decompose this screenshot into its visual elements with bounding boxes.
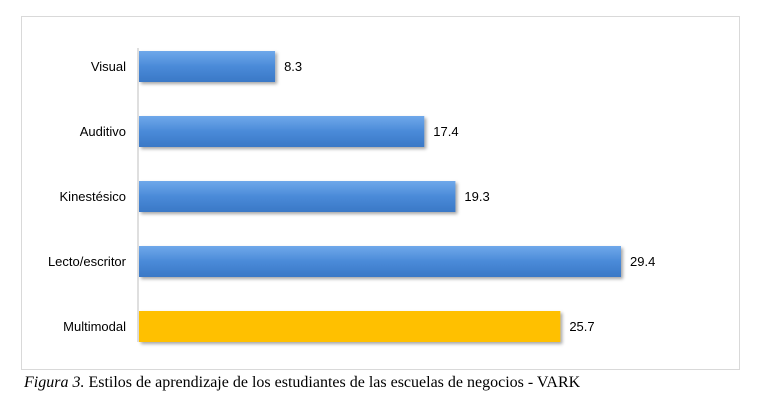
category-label-kinest-sico: Kinestésico (60, 189, 126, 204)
value-label-visual: 8.3 (284, 59, 302, 74)
value-label-auditivo: 17.4 (433, 124, 458, 139)
category-label-auditivo: Auditivo (80, 124, 126, 139)
value-label-lecto-escritor: 29.4 (630, 254, 655, 269)
figure-label: Figura 3. (24, 374, 85, 391)
bar-multimodal (139, 311, 561, 342)
category-label-multimodal: Multimodal (63, 319, 126, 334)
value-label-multimodal: 25.7 (569, 319, 594, 334)
category-label-lecto-escritor: Lecto/escritor (48, 254, 127, 269)
bar-kinest-sico (139, 181, 456, 212)
value-label-kinest-sico: 19.3 (464, 189, 489, 204)
category-label-visual: Visual (91, 59, 126, 74)
figure-caption: Figura 3. Estilos de aprendizaje de los … (24, 374, 580, 392)
bar-auditivo (139, 116, 425, 147)
bar-lecto-escritor (139, 246, 621, 277)
caption-text: Estilos de aprendizaje de los estudiante… (84, 374, 581, 391)
bar-visual (139, 51, 276, 82)
